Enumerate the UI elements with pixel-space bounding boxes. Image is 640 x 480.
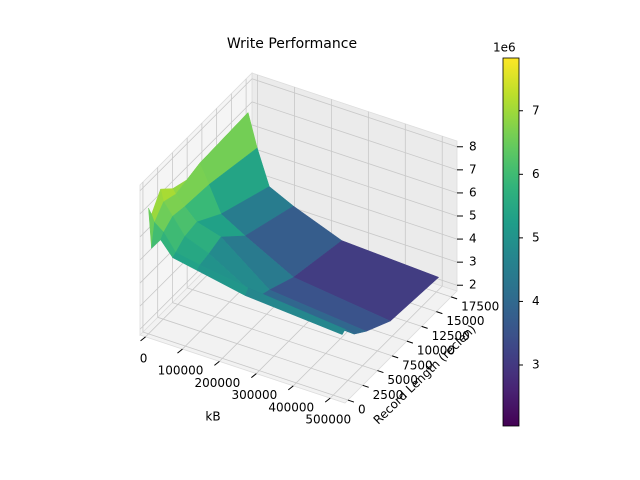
y-tick (347, 399, 355, 403)
x-tick (251, 373, 257, 378)
y-tick-label: 12500 (432, 329, 470, 343)
y-tick-label: 15000 (446, 314, 484, 328)
z-tick-label: 5 (469, 209, 477, 223)
x-tick-label: 200000 (195, 376, 241, 390)
z-grid-line (251, 147, 458, 217)
colorbar-offset: 1e6 (493, 41, 516, 55)
z-grid-line (251, 170, 458, 240)
colorbar-tick-label: 3 (532, 357, 540, 371)
y-tick (450, 296, 458, 300)
x-tick-label: 100000 (158, 364, 204, 378)
x-tick (287, 385, 294, 391)
z-tick-label: 7 (469, 162, 477, 176)
z-grid-line (251, 101, 458, 171)
z-tick-label: 3 (469, 255, 477, 269)
y-grid-line (172, 302, 378, 371)
colorbar-tick-label: 7 (532, 103, 540, 117)
y-tick (421, 325, 428, 329)
colorbar-tick-label: 6 (532, 167, 540, 181)
x-tick-label: 300000 (231, 388, 277, 402)
y-tick (377, 370, 384, 374)
z-tick-label: 4 (469, 232, 477, 246)
x-grid-line (329, 285, 443, 399)
y-tick-label: 7500 (402, 358, 433, 372)
x-tick (214, 360, 220, 366)
y-tick (362, 384, 369, 388)
y-tick-label: 10000 (417, 344, 455, 358)
y-tick (391, 355, 399, 359)
z-grid-line (251, 124, 458, 194)
x-tick-label: 500000 (305, 413, 351, 427)
y-grid-line (157, 316, 363, 386)
colorbar-tick-label: 5 (532, 230, 540, 244)
z-tick-label: 6 (469, 185, 477, 199)
z-grid-line (251, 78, 458, 148)
x-tick-label: 400000 (268, 400, 314, 414)
x-tick-label: 0 (140, 351, 148, 365)
y-tick-label: 17500 (461, 299, 499, 313)
z-tick-label: 8 (469, 139, 477, 153)
z-grid-line (139, 78, 253, 192)
y-grid-line (142, 331, 349, 401)
colorbar-tick-label: 4 (532, 294, 540, 308)
z-tick-label: 2 (469, 278, 477, 292)
y-tick (436, 311, 443, 315)
y-tick-label: 5000 (387, 373, 418, 387)
y-tick-label: 0 (358, 403, 366, 417)
x-tick (324, 397, 331, 403)
surface-facet (244, 287, 346, 335)
x-axis-label: kB (205, 410, 220, 424)
colorbar (502, 57, 520, 427)
x-tick (177, 348, 183, 354)
y-tick (406, 340, 414, 344)
x-tick (140, 336, 146, 342)
chart-title: Write Performance (227, 36, 357, 52)
y-tick-label: 2500 (373, 388, 404, 402)
y-grid-line (187, 287, 393, 357)
